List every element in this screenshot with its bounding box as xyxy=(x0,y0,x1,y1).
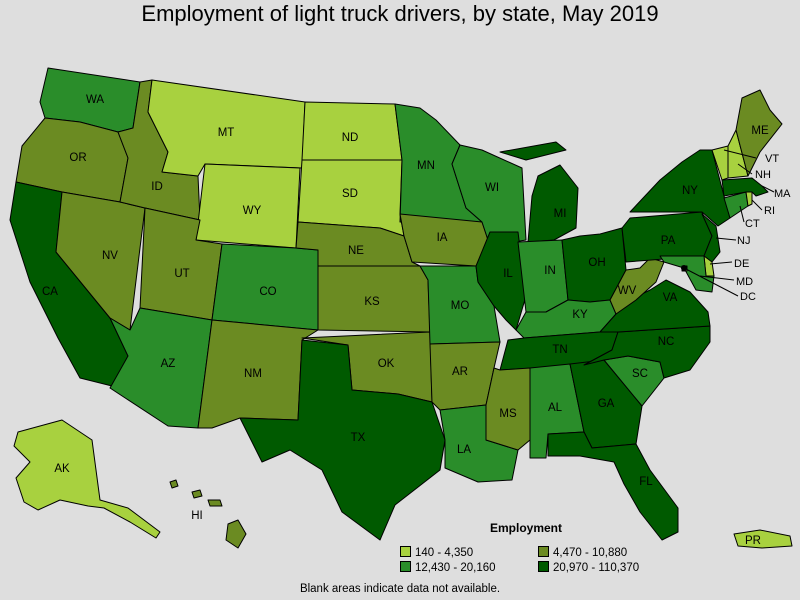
leader-dc xyxy=(683,267,739,297)
state-nc[interactable] xyxy=(583,325,711,379)
label-nj: NJ xyxy=(737,235,750,247)
label-de: DE xyxy=(734,258,749,270)
leader-de xyxy=(709,261,733,265)
label-nd: ND xyxy=(342,132,359,144)
legend: Employment 140 - 4,350 4,470 - 10,880 12… xyxy=(400,518,730,578)
legend-swatch-4 xyxy=(538,561,549,572)
label-or: OR xyxy=(69,152,86,164)
label-ne: NE xyxy=(348,245,364,257)
state-nd[interactable] xyxy=(301,101,403,161)
legend-label-2: 4,470 - 10,880 xyxy=(553,547,628,559)
state-tx[interactable] xyxy=(239,339,446,541)
label-ga: GA xyxy=(598,398,615,410)
legend-item-3: 12,430 - 20,160 xyxy=(400,561,496,575)
label-tn: TN xyxy=(552,344,567,356)
leader-ct xyxy=(739,205,745,223)
label-ma: MA xyxy=(774,188,791,200)
leader-nj xyxy=(715,237,737,241)
label-mn: MN xyxy=(417,160,435,172)
label-ok: OK xyxy=(378,358,395,370)
label-nv: NV xyxy=(102,250,118,262)
state-pr[interactable] xyxy=(733,529,793,549)
label-hi: HI xyxy=(191,510,203,522)
label-pr: PR xyxy=(745,535,761,547)
label-fl: FL xyxy=(639,476,653,488)
state-md[interactable] xyxy=(659,255,715,293)
label-nc: NC xyxy=(658,336,675,348)
label-me: ME xyxy=(751,125,769,137)
label-va: VA xyxy=(663,292,678,304)
state-ma[interactable] xyxy=(721,177,769,197)
label-ar: AR xyxy=(452,366,468,378)
legend-title: Employment xyxy=(490,521,563,535)
label-wv: WV xyxy=(618,285,637,297)
legend-label-3: 12,430 - 20,160 xyxy=(415,562,496,574)
state-in[interactable] xyxy=(517,239,569,313)
legend-item-1: 140 - 4,350 xyxy=(400,546,473,560)
label-wa: WA xyxy=(86,94,104,106)
legend-label-1: 140 - 4,350 xyxy=(415,547,474,559)
label-ca: CA xyxy=(42,286,58,298)
leader-ma xyxy=(761,185,775,193)
legend-item-4: 20,970 - 110,370 xyxy=(538,561,639,575)
label-ut: UT xyxy=(174,268,189,280)
state-ny[interactable] xyxy=(629,149,731,227)
label-ny: NY xyxy=(682,185,698,197)
label-vt: VT xyxy=(765,153,779,165)
label-il: IL xyxy=(503,268,513,280)
label-ms: MS xyxy=(499,408,517,420)
state-ak[interactable] xyxy=(13,419,161,539)
label-mt: MT xyxy=(218,127,235,139)
label-ct: CT xyxy=(745,218,760,230)
footnote: Blank areas indicate data not available. xyxy=(299,583,501,595)
label-nm: NM xyxy=(244,368,262,380)
label-ks: KS xyxy=(364,296,380,308)
label-ky: KY xyxy=(572,309,588,321)
label-in: IN xyxy=(544,265,556,277)
leader-vt xyxy=(723,149,757,159)
label-dc: DC xyxy=(740,291,756,303)
label-ak: AK xyxy=(54,463,70,475)
state-mi[interactable] xyxy=(499,141,579,243)
legend-swatch-3 xyxy=(400,561,411,572)
leader-ri xyxy=(751,199,763,211)
label-ia: IA xyxy=(437,232,448,244)
label-id: ID xyxy=(151,181,163,193)
dc-marker xyxy=(681,265,687,271)
leader-nh xyxy=(737,163,753,175)
leader-md xyxy=(699,275,735,281)
label-wy: WY xyxy=(243,205,262,217)
state-fl[interactable] xyxy=(547,431,679,541)
label-ri: RI xyxy=(764,205,775,217)
label-al: AL xyxy=(548,402,563,414)
legend-swatch-2 xyxy=(538,546,549,557)
label-sd: SD xyxy=(342,188,358,200)
state-hi[interactable] xyxy=(169,479,247,549)
label-mi: MI xyxy=(554,208,567,220)
legend-item-2: 4,470 - 10,880 xyxy=(538,546,627,560)
label-tx: TX xyxy=(351,432,366,444)
legend-label-4: 20,970 - 110,370 xyxy=(553,562,640,574)
label-mo: MO xyxy=(451,300,470,312)
map-title: Employment of light truck drivers, by st… xyxy=(141,1,659,26)
label-az: AZ xyxy=(161,358,176,370)
label-wi: WI xyxy=(485,182,499,194)
label-sc: SC xyxy=(632,368,648,380)
label-co: CO xyxy=(259,286,276,298)
label-la: LA xyxy=(457,444,471,456)
label-oh: OH xyxy=(588,257,605,269)
label-md: MD xyxy=(736,276,753,288)
legend-swatch-1 xyxy=(400,546,411,557)
label-nh: NH xyxy=(755,169,771,181)
label-pa: PA xyxy=(661,235,676,247)
